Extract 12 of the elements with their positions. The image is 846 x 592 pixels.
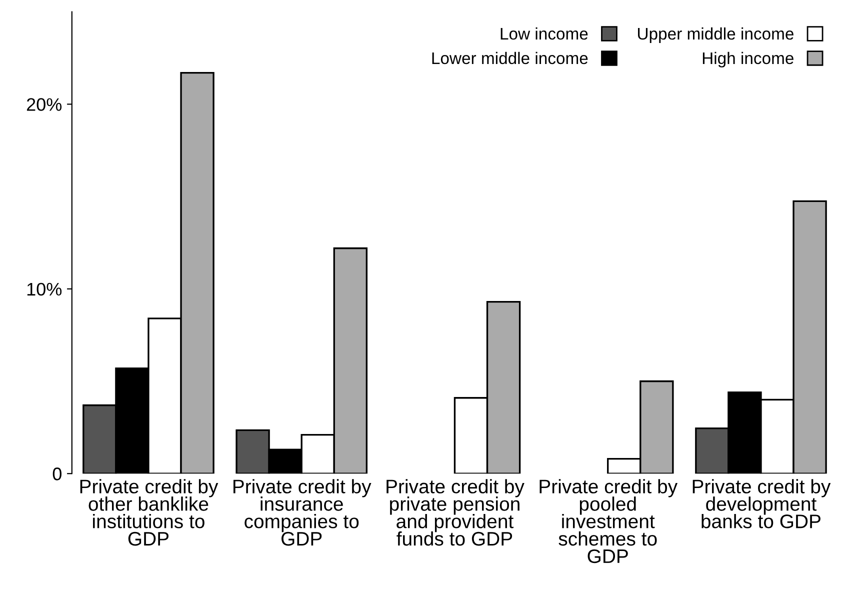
legend-label: High income	[702, 52, 794, 68]
y-tick-label: 20%	[26, 98, 62, 111]
x-tick-label: Private credit by development banks to GDP	[692, 479, 831, 528]
legend-label: Upper middle income	[638, 27, 794, 43]
y-tick-label: 10%	[27, 282, 62, 296]
y-tick-label: 0	[52, 468, 62, 480]
x-tick-label: Private credit by pooled investment schemes to GDP	[540, 479, 678, 564]
x-tick-label: Private credit by insurance companies to GDP	[233, 479, 372, 546]
legend-label: Low income	[500, 27, 588, 40]
x-tick-label: Private credit by other banklike institutions to GDP	[80, 479, 218, 546]
x-tick-label: Private credit by private pension and provident funds to GDP	[386, 479, 524, 546]
legend-label: Lower middle income	[432, 52, 588, 64]
